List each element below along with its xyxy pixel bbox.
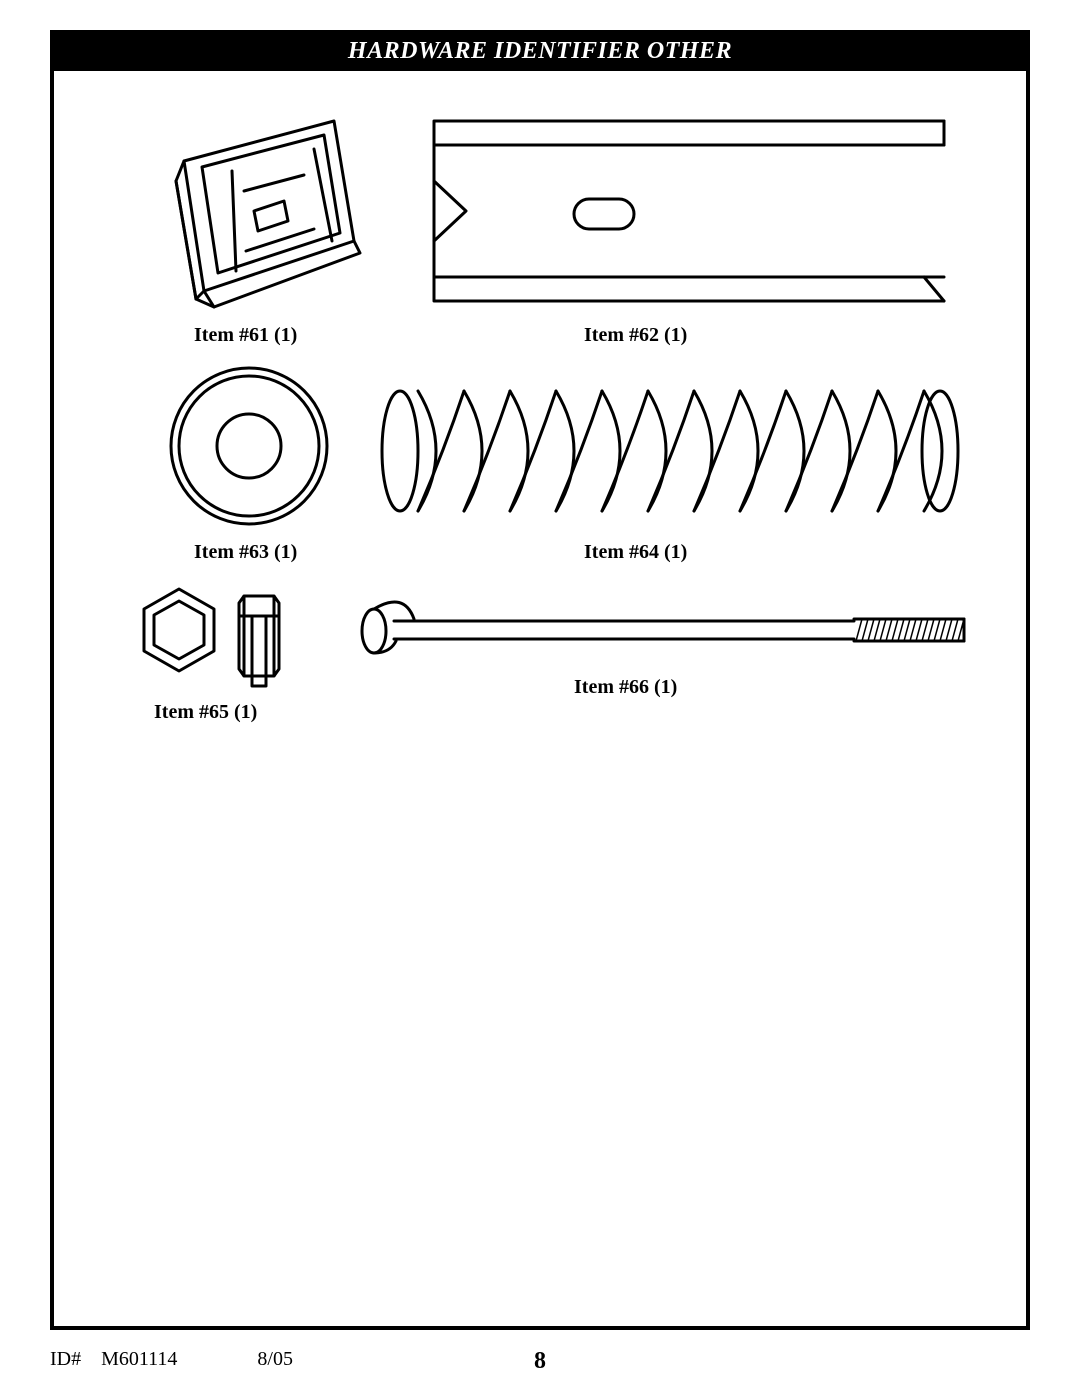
page-footer: ID# M601114 8/05 8 [50, 1348, 1030, 1371]
item-64-label: Item #64 (1) [584, 541, 687, 564]
footer-id-label: ID# [50, 1348, 81, 1371]
item-62-drawing [424, 111, 954, 311]
item-65-drawing [134, 581, 334, 691]
page-title: HARDWARE IDENTIFIER OTHER [54, 34, 1026, 71]
page: HARDWARE IDENTIFIER OTHER [0, 0, 1080, 1397]
item-63-label: Item #63 (1) [194, 541, 297, 564]
item-61-drawing [154, 101, 374, 321]
footer-id-number: M601114 [101, 1348, 177, 1371]
item-64-drawing [374, 371, 974, 531]
content-area: Item #61 (1) [54, 71, 1026, 1325]
item-66-drawing [354, 591, 974, 661]
item-61-label: Item #61 (1) [194, 324, 297, 347]
item-62-label: Item #62 (1) [584, 324, 687, 347]
item-66-label: Item #66 (1) [574, 676, 677, 699]
item-63-drawing [164, 361, 334, 531]
footer-date: 8/05 [257, 1348, 293, 1371]
item-65-label: Item #65 (1) [154, 701, 257, 724]
content-frame: HARDWARE IDENTIFIER OTHER [50, 30, 1030, 1330]
footer-page-number: 8 [534, 1348, 546, 1375]
